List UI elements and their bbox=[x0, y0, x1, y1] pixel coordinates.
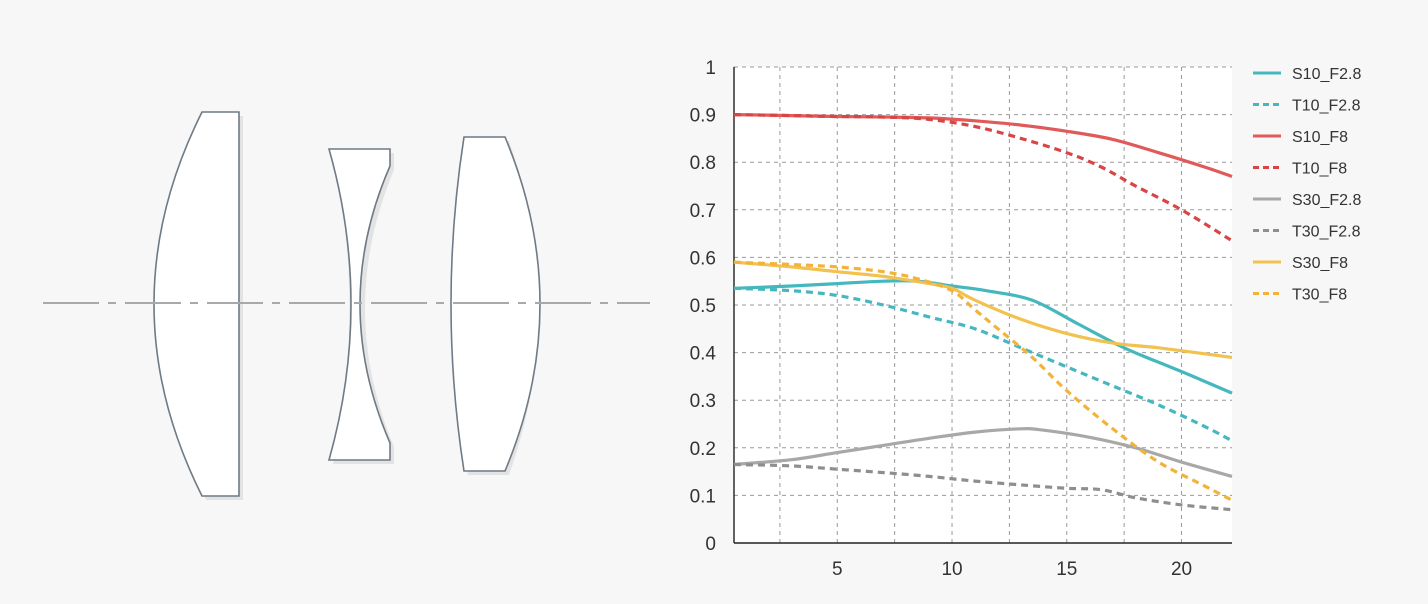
series-line-s30-f2-8 bbox=[733, 427, 1233, 478]
legend: S10_F2.8 T10_F2.8 S10_F8 T10_F8 S30_F2.8 T30_… bbox=[1253, 66, 1361, 304]
series-line-s10-f2-8 bbox=[733, 279, 1233, 395]
legend-label: T10_F8 bbox=[1292, 161, 1347, 178]
y-tick-label: 0.7 bbox=[690, 201, 716, 222]
y-tick-label: 1 bbox=[705, 58, 716, 79]
x-tick-label: 10 bbox=[941, 559, 962, 580]
y-tick-labels: 0 0.1 0.2 0.3 0.4 0.5 0.6 0.7 0.8 0.9 1 bbox=[690, 58, 717, 555]
series-line-t10-f8 bbox=[733, 113, 1233, 243]
series-line-s30-f8 bbox=[733, 260, 1233, 359]
biconcave-lens bbox=[327, 148, 391, 461]
legend-label: T30_F8 bbox=[1292, 287, 1347, 304]
y-tick-label: 0.3 bbox=[690, 391, 716, 412]
series-line-t30-f2-8 bbox=[733, 462, 1233, 512]
legend-label: S30_F8 bbox=[1292, 255, 1348, 272]
y-tick-label: 0.4 bbox=[690, 344, 717, 365]
y-tick-label: 0.8 bbox=[690, 153, 716, 174]
series-line-t30-f8 bbox=[733, 260, 1233, 502]
y-tick-label: 0 bbox=[705, 534, 716, 555]
y-tick-label: 0.6 bbox=[690, 248, 716, 269]
series-line-t10-f2-8 bbox=[733, 286, 1233, 443]
legend-label: T10_F2.8 bbox=[1292, 98, 1361, 115]
x-tick-label: 15 bbox=[1056, 559, 1077, 580]
legend-label: S10_F2.8 bbox=[1292, 66, 1361, 83]
y-tick-label: 0.5 bbox=[690, 296, 716, 317]
y-tick-label: 0.1 bbox=[690, 486, 716, 507]
x-tick-label: 20 bbox=[1171, 559, 1192, 580]
x-tick-labels: 5 10 15 20 bbox=[832, 559, 1192, 580]
y-tick-label: 0.9 bbox=[690, 106, 716, 127]
series-lines bbox=[733, 113, 1233, 512]
y-tick-label: 0.2 bbox=[690, 439, 716, 460]
lens-diagram bbox=[43, 111, 650, 500]
x-tick-label: 5 bbox=[832, 559, 843, 580]
legend-label: T30_F2.8 bbox=[1292, 224, 1361, 241]
legend-label: S10_F8 bbox=[1292, 129, 1348, 146]
legend-label: S30_F2.8 bbox=[1292, 192, 1361, 209]
